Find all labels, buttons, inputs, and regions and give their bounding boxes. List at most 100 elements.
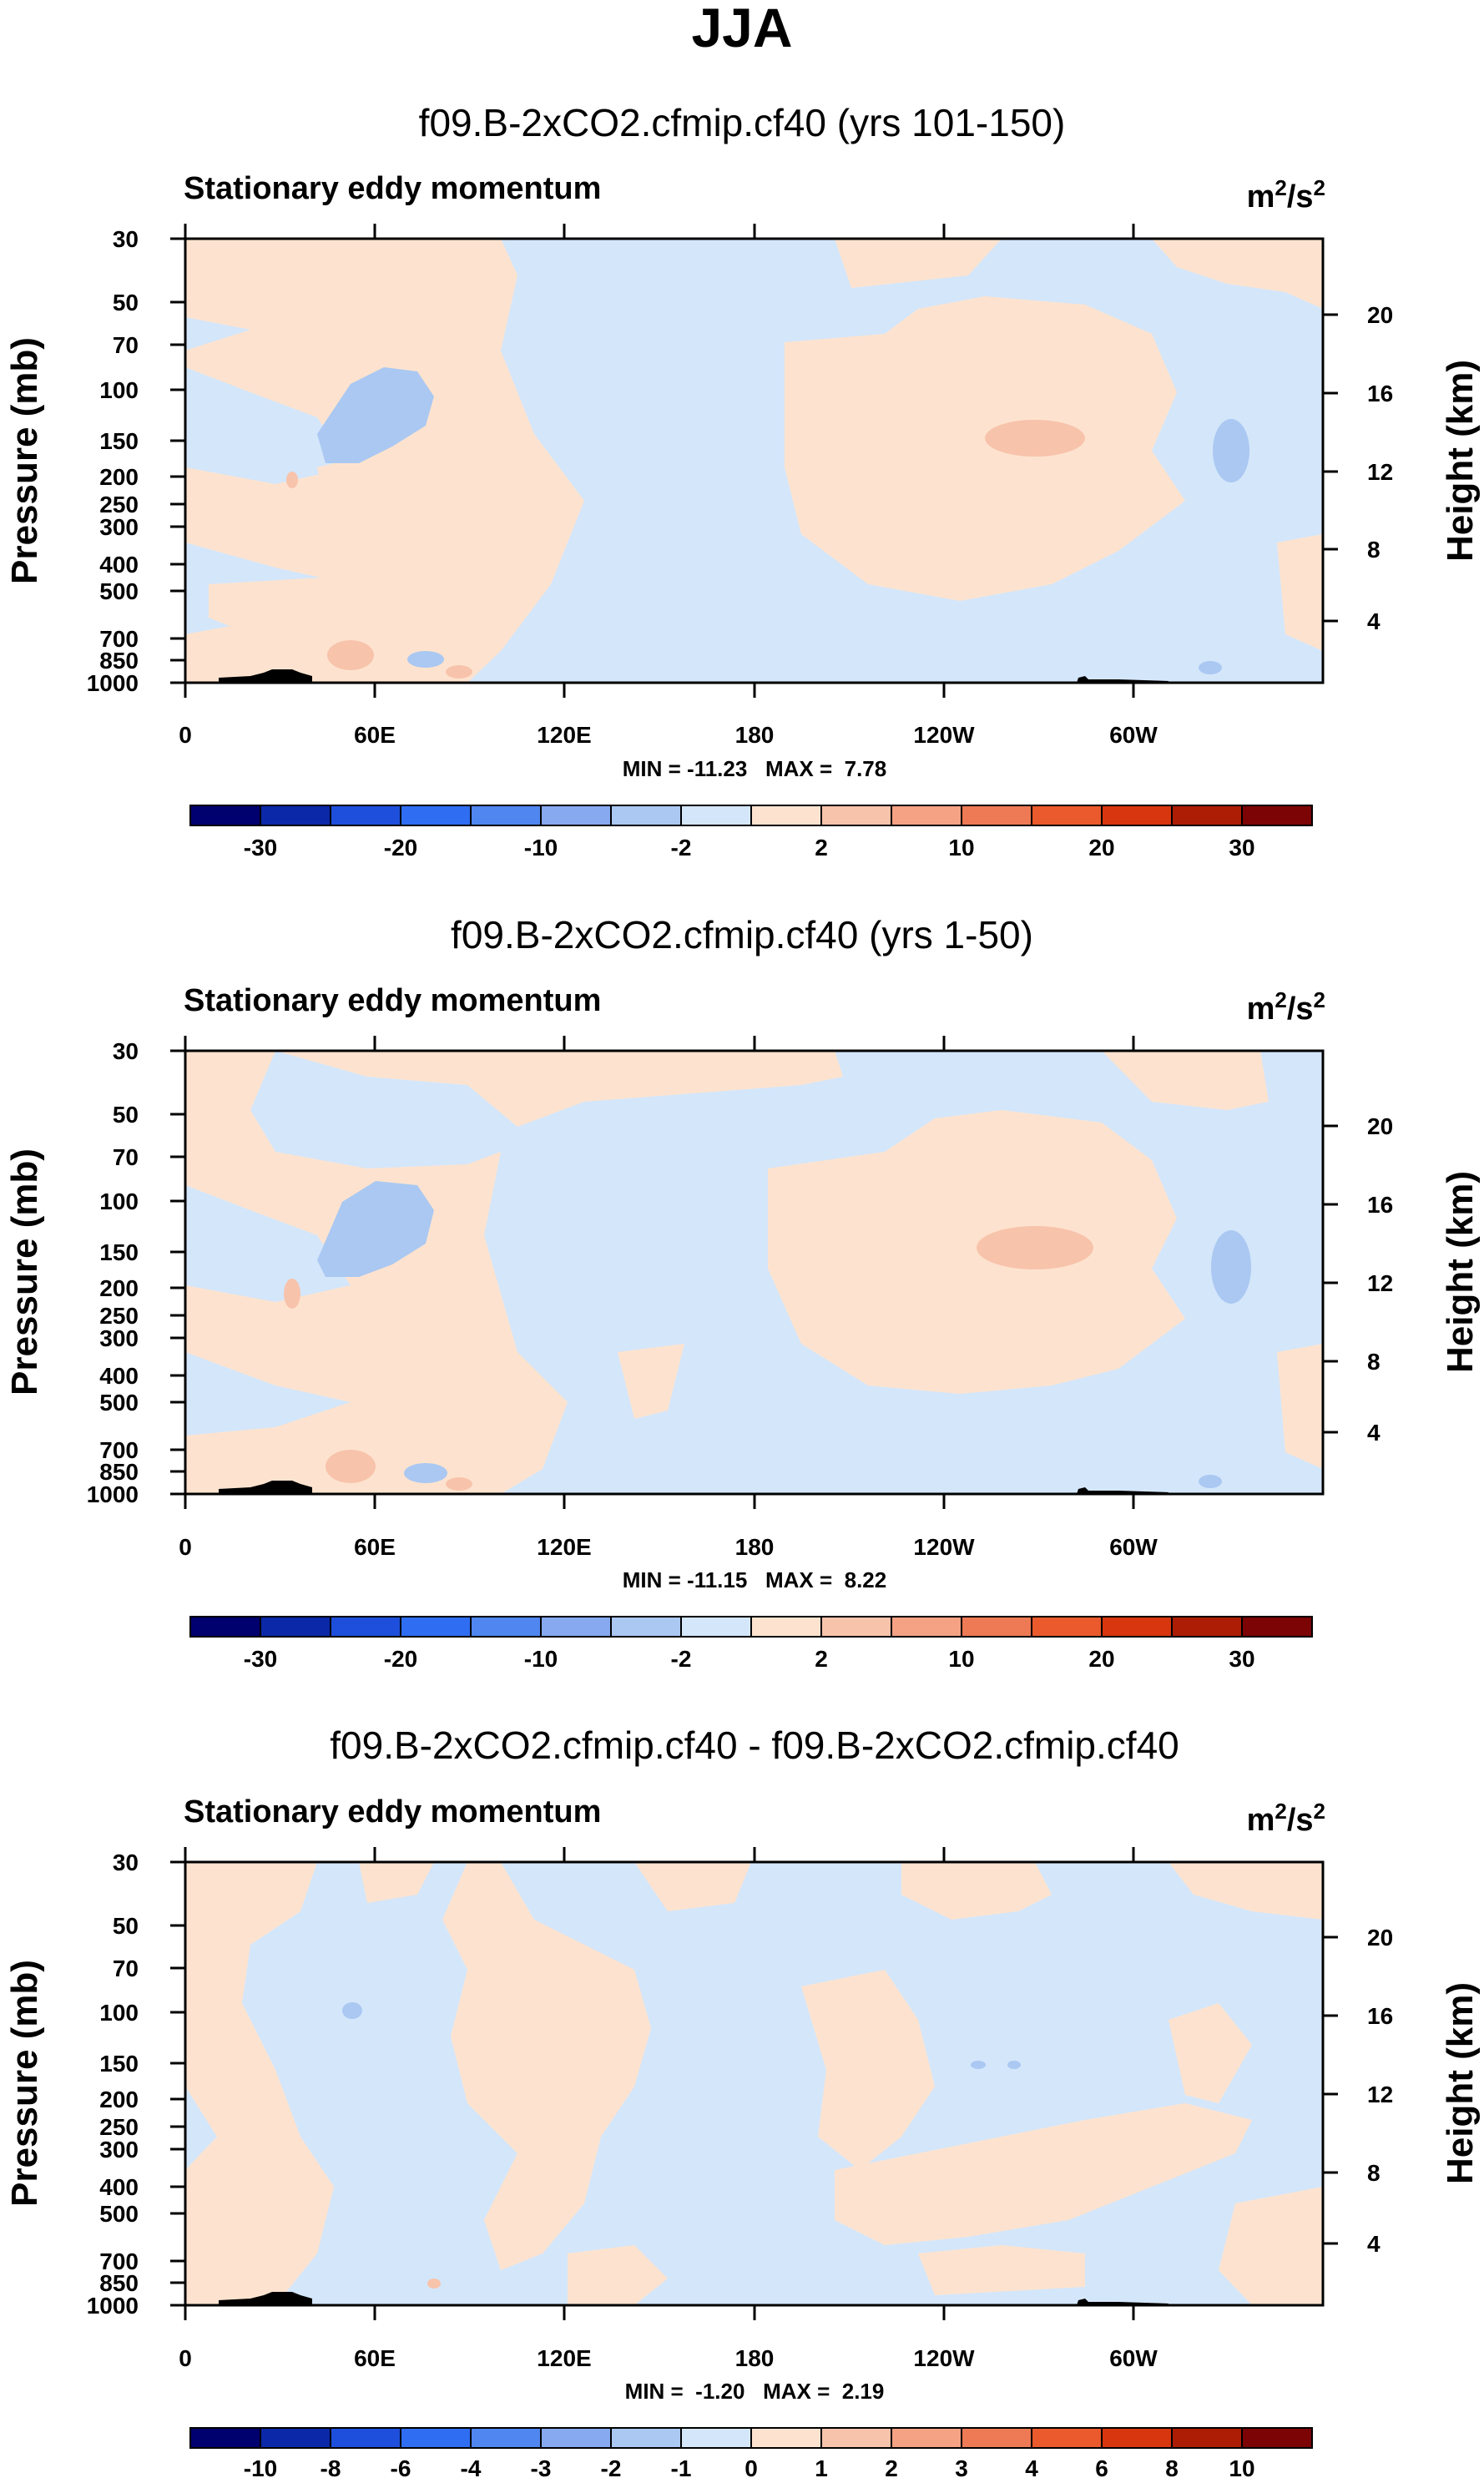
positive-region: [1102, 1051, 1269, 1110]
y-tick-label: 30: [113, 226, 139, 252]
x-tick-label: 180: [735, 722, 775, 748]
colorbar: [189, 2427, 1313, 2449]
min-max-label: MIN = -11.23 MAX = 7.78: [623, 756, 886, 781]
y-tick-label: 1000: [87, 1481, 139, 1507]
negative-max: [317, 367, 434, 463]
colorbar-label: -20: [384, 1646, 417, 1672]
field-background: [185, 1862, 1323, 2305]
y-tick-label: 50: [113, 1102, 139, 1128]
positive-region: [901, 1862, 1052, 1920]
height-tick-label: 8: [1367, 1349, 1381, 1375]
contour-plot: [185, 1051, 1323, 1494]
x-tick-label: 60E: [354, 1534, 396, 1560]
colorbar-label: 2: [885, 2455, 898, 2481]
units-label: m2/s2: [1247, 987, 1325, 1027]
panel-3: f09.B-2xCO2.cfmip.cf40 - f09.B-2xCO2.cfm…: [4, 1723, 1481, 2481]
panel-title: f09.B-2xCO2.cfmip.cf40 (yrs 1-50): [451, 913, 1033, 956]
colorbar-label: -10: [524, 1646, 558, 1672]
y-tick-label: 400: [99, 552, 139, 578]
x-tick-label: 120W: [913, 722, 975, 748]
panel-subtitle: Stationary eddy momentum: [184, 983, 601, 1018]
positive-max: [284, 1279, 300, 1309]
height-tick-label: 16: [1367, 2003, 1393, 2029]
y-tick-label: 300: [99, 514, 139, 540]
negative-max: [342, 2002, 362, 2019]
negative-max: [971, 2061, 986, 2069]
colorbar-label: 2: [815, 1646, 828, 1672]
units-sup: 2: [1314, 1799, 1325, 1824]
colorbar-label: 1: [815, 2455, 828, 2481]
x-tick-label: 120W: [913, 1534, 975, 1560]
negative-max: [407, 651, 444, 668]
positive-max: [446, 665, 472, 679]
height-tick-label: 4: [1367, 608, 1381, 634]
units-sup: 2: [1275, 1799, 1286, 1824]
colorbar-label: -10: [244, 2455, 277, 2481]
positive-max: [286, 472, 298, 488]
y-tick-label: 500: [99, 2201, 139, 2227]
x-tick-label: 0: [179, 722, 192, 748]
x-axis-ticks: [184, 224, 1135, 698]
positive-region: [185, 1051, 568, 1494]
height-tick-label: 12: [1367, 1270, 1393, 1296]
colorbar-label: -4: [461, 2455, 482, 2481]
x-tick-label: 60W: [1109, 722, 1158, 748]
negative-max: [1213, 419, 1249, 482]
colorbar-label: -10: [524, 835, 558, 860]
colorbar-label: 10: [948, 835, 974, 860]
units-tail: /s: [1287, 179, 1314, 214]
colorbar-label: -2: [671, 1646, 692, 1672]
y-tick-label: 50: [113, 1913, 139, 1939]
y-tick-label: 1000: [87, 2293, 139, 2319]
units-tail: /s: [1287, 992, 1314, 1027]
units-base: m: [1247, 992, 1275, 1027]
colorbar-label: 2: [815, 835, 828, 860]
y-axis-label: Pressure (mb): [4, 1148, 45, 1395]
y-tick-label: 850: [99, 2270, 139, 2296]
y-tick-label: 300: [99, 2137, 139, 2163]
colorbar: [189, 805, 1313, 826]
y-tick-label: 300: [99, 1325, 139, 1351]
y-tick-label: 70: [113, 1956, 139, 1981]
positive-region: [1169, 1862, 1323, 1920]
colorbar-label: 4: [1025, 2455, 1038, 2481]
positive-region: [835, 239, 1002, 288]
y-axis-label-right: Height (km): [1440, 1171, 1481, 1373]
panel-2: f09.B-2xCO2.cfmip.cf40 (yrs 1-50) Statio…: [4, 913, 1481, 1672]
y-axis-label-right: Height (km): [1440, 1982, 1481, 2184]
height-tick-label: 20: [1367, 302, 1393, 328]
x-tick-label: 120E: [537, 722, 591, 748]
x-tick-label: 180: [735, 2345, 775, 2371]
x-tick-label: 120E: [537, 2345, 591, 2371]
negative-max: [1211, 1230, 1251, 1304]
panel-title: f09.B-2xCO2.cfmip.cf40 - f09.B-2xCO2.cfm…: [330, 1723, 1179, 1767]
contour-plot: [185, 1862, 1323, 2305]
positive-region: [359, 1862, 434, 1903]
height-tick-label: 4: [1367, 1420, 1381, 1446]
height-tick-label: 20: [1367, 1925, 1393, 1951]
colorbar-label: -3: [531, 2455, 552, 2481]
positive-region: [1277, 1344, 1323, 1469]
x-tick-label: 120W: [913, 2345, 975, 2371]
negative-max: [1007, 2061, 1021, 2069]
figure-title: JJA: [691, 0, 792, 58]
colorbar-label: 20: [1088, 835, 1114, 860]
panel-subtitle: Stationary eddy momentum: [184, 1794, 601, 1829]
y-tick-label: 50: [113, 290, 139, 315]
positive-region: [185, 1862, 334, 2305]
colorbar-label: -8: [321, 2455, 341, 2481]
positive-region: [1219, 2187, 1323, 2305]
x-axis-ticks: [184, 1036, 1135, 1509]
contour-plot: [185, 239, 1323, 683]
negative-max: [404, 1463, 447, 1483]
y-tick-label: 700: [99, 626, 139, 652]
y-tick-label: 700: [99, 1437, 139, 1463]
colorbar-label: 30: [1229, 1646, 1254, 1672]
positive-max: [427, 2279, 441, 2289]
y-axis-label: Pressure (mb): [4, 337, 45, 584]
colorbar-label: -20: [384, 835, 417, 860]
units-tail: /s: [1287, 1803, 1314, 1838]
y-tick-label: 250: [99, 492, 139, 517]
y-tick-label: 100: [99, 2000, 139, 2026]
panel-title: f09.B-2xCO2.cfmip.cf40 (yrs 101-150): [419, 101, 1066, 144]
